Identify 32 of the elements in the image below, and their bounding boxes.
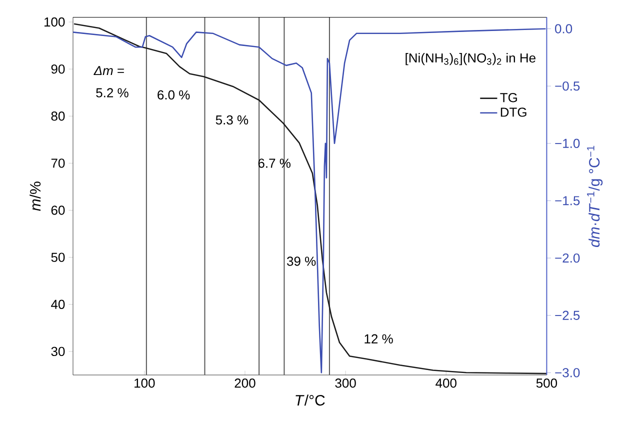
annotation: 5.2 % bbox=[96, 88, 128, 98]
y-tick-label: 60 bbox=[51, 206, 65, 215]
y-tick-label: 90 bbox=[51, 64, 65, 74]
y2-tick-label: −2.0 bbox=[555, 253, 580, 263]
annotation: Δm = bbox=[94, 66, 124, 76]
x-tick-label: 200 bbox=[234, 378, 256, 388]
x-tick-label: 100 bbox=[134, 378, 155, 388]
x-tick-label: 500 bbox=[536, 378, 558, 388]
y-tick-label: 40 bbox=[51, 300, 65, 309]
x-axis-title: T/°C bbox=[296, 394, 325, 406]
y2-tick-label: −1.5 bbox=[555, 196, 580, 206]
y2-tick-label: −2.5 bbox=[555, 310, 580, 320]
y-tick-label: 100 bbox=[44, 17, 65, 27]
y-tick-label: 80 bbox=[51, 112, 65, 121]
y2-tick-label: 0.0 bbox=[555, 24, 572, 34]
x-tick-label: 400 bbox=[436, 378, 456, 388]
y2-tick-label: −1.0 bbox=[555, 138, 580, 148]
legend-label: DTG bbox=[500, 108, 526, 117]
y2-tick-label: −0.5 bbox=[555, 81, 580, 91]
x-tick-label: 300 bbox=[335, 378, 356, 388]
y-tick-label: 50 bbox=[51, 252, 65, 262]
annotation: 39 % bbox=[287, 256, 316, 266]
legend-label: TG bbox=[500, 93, 517, 102]
chart-title: [Ni(NH$_{3}$)$_{6}$](NO$_{3}$)$_{2}$ in He bbox=[406, 53, 536, 66]
y-tick-label: 70 bbox=[51, 158, 65, 168]
annotation: 5.3 % bbox=[216, 115, 248, 125]
y2-tick-label: −3.0 bbox=[555, 368, 580, 378]
y-tick-label: 30 bbox=[51, 346, 65, 356]
y-axis-title: m/% bbox=[30, 182, 41, 211]
annotation: 6.0 % bbox=[158, 90, 190, 100]
annotation: 12 % bbox=[364, 334, 393, 344]
y2-axis-title: dm·dT$^{−1}$/g °C$^{−1}$ bbox=[587, 146, 603, 247]
